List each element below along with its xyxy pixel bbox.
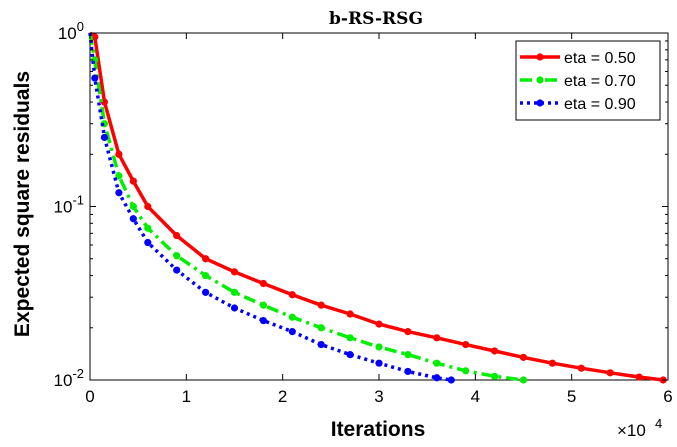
data-point <box>346 310 354 318</box>
legend-swatch-marker <box>536 76 544 84</box>
x-tick-label: 3 <box>374 387 383 406</box>
data-point <box>462 367 470 375</box>
data-point <box>144 202 152 211</box>
x-tick-label: 4 <box>471 387 480 406</box>
data-point <box>259 316 267 325</box>
y-tick-label: 10-2 <box>54 366 84 390</box>
data-point <box>115 189 123 197</box>
data-point <box>173 231 181 240</box>
data-point <box>144 238 152 247</box>
data-point <box>491 372 499 380</box>
data-point <box>375 359 383 367</box>
data-point <box>404 328 412 336</box>
data-point <box>462 340 470 349</box>
series-1 <box>88 31 667 384</box>
legend-swatch-marker <box>536 53 544 61</box>
data-point <box>447 376 455 384</box>
data-point <box>173 252 181 260</box>
data-point <box>230 304 239 312</box>
plot-area <box>88 31 669 384</box>
x-tick-label: 0 <box>85 387 94 406</box>
y-axis-ticks: 100 10-1 10-2 <box>54 19 668 390</box>
y-tick-label: 10-1 <box>54 193 84 217</box>
series-line <box>88 32 524 382</box>
x-multiplier-base: ×10 <box>617 421 646 440</box>
y-axis-label: Expected square residuals <box>11 71 34 337</box>
legend-label: eta = 0.70 <box>564 73 636 90</box>
legend-label: eta = 0.90 <box>564 96 636 113</box>
data-point <box>202 288 210 296</box>
data-point <box>375 343 383 351</box>
y-tick-label: 100 <box>58 19 84 43</box>
data-point <box>173 266 181 274</box>
x-multiplier-exponent: 4 <box>655 416 662 431</box>
series-2 <box>88 32 528 384</box>
legend-label: eta = 0.50 <box>564 50 636 67</box>
data-point <box>202 271 210 280</box>
data-point <box>375 320 383 328</box>
data-point <box>404 367 412 376</box>
data-point <box>115 172 123 180</box>
data-point <box>100 133 109 142</box>
x-tick-label: 2 <box>278 387 287 406</box>
data-point <box>259 301 267 309</box>
data-point <box>317 340 325 349</box>
data-point <box>577 364 585 372</box>
data-point <box>202 255 210 263</box>
data-point <box>288 313 296 321</box>
data-point <box>129 202 137 211</box>
data-point <box>548 359 557 367</box>
data-point <box>144 224 152 232</box>
data-point <box>433 334 441 342</box>
x-axis-multiplier: ×10 4 <box>617 416 662 440</box>
data-point <box>346 351 354 359</box>
data-point <box>230 288 239 296</box>
data-point <box>288 291 296 299</box>
series-3 <box>88 32 455 384</box>
data-point <box>129 177 137 185</box>
data-point <box>404 351 412 359</box>
data-point <box>519 353 528 361</box>
legend-swatch-marker <box>536 99 544 107</box>
data-point <box>230 268 239 276</box>
data-point <box>346 334 354 342</box>
data-point <box>433 359 441 367</box>
data-point <box>91 33 99 41</box>
data-point <box>519 376 528 384</box>
data-point <box>288 328 296 336</box>
x-tick-label: 5 <box>567 387 576 406</box>
data-point <box>606 369 614 377</box>
x-tick-label: 1 <box>182 387 191 406</box>
series-layer <box>88 31 667 384</box>
data-point <box>317 301 325 309</box>
data-point <box>115 150 123 158</box>
series-line <box>88 31 664 382</box>
data-point <box>491 347 499 355</box>
x-axis-ticks: 0 1 2 3 4 5 6 <box>85 33 673 406</box>
data-point <box>635 373 643 381</box>
data-point <box>91 74 99 82</box>
data-point <box>259 279 267 288</box>
x-tick-label: 6 <box>663 387 672 406</box>
chart-title: b-RS-RSG <box>329 9 423 29</box>
x-axis-label: Iterations <box>331 418 426 441</box>
data-point <box>129 215 137 223</box>
data-point <box>317 324 325 332</box>
data-point <box>433 374 441 382</box>
legend: eta = 0.50 eta = 0.70 eta = 0.90 <box>515 40 661 121</box>
